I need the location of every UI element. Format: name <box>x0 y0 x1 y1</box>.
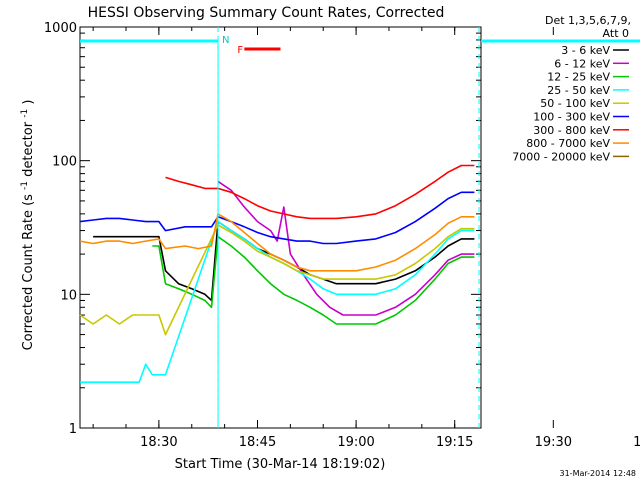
chart-title: HESSI Observing Summary Count Rates, Cor… <box>88 5 445 21</box>
legend-label-4: 50 - 100 keV <box>540 97 610 110</box>
series-layer <box>79 164 475 384</box>
series-line-2 <box>152 235 475 325</box>
y-tick-label: 10 <box>60 288 77 303</box>
legend-label-2: 12 - 25 keV <box>547 71 610 84</box>
y-tick-label: 1 <box>69 422 77 437</box>
footer-timestamp: 31-Mar-2014 12:48 <box>560 469 637 478</box>
y-tick-label: 1000 <box>44 21 77 36</box>
series-line-4 <box>79 224 475 336</box>
x-axis-label: Start Time (30-Mar-14 18:19:02) <box>175 457 386 472</box>
flare-flag-label: F <box>237 45 243 56</box>
plot-frame <box>79 26 482 429</box>
legend-label-0: 3 - 6 keV <box>561 44 610 57</box>
legend-label-7: 800 - 7000 keV <box>526 137 610 150</box>
y-axis-label-end: ) <box>21 100 36 105</box>
x-tick-label: 18:30 <box>140 435 177 450</box>
x-axis: 18:30 18:45 19:00 19:15 19:30 19:45 <box>92 27 640 450</box>
y-tick-label: 100 <box>52 155 77 170</box>
legend-header-attenuator: Att 0 <box>603 27 629 40</box>
y-axis: 1 10 100 1000 <box>44 21 481 437</box>
x-tick-label: 19:30 <box>535 435 572 450</box>
legend-header-detectors: Det 1,3,5,6,7,9, <box>545 14 631 27</box>
markers-layer: FN <box>80 27 640 428</box>
series-line-5 <box>79 191 475 245</box>
x-tick-label: 19:15 <box>436 435 473 450</box>
x-tick-label: 18:45 <box>239 435 276 450</box>
series-line-1 <box>217 180 475 316</box>
legend-label-5: 100 - 300 keV <box>533 111 610 124</box>
y-axis-label-main: Corrected Count Rate (s <box>21 194 36 351</box>
legend-label-8: 7000 - 20000 keV <box>512 150 610 163</box>
legend-label-3: 25 - 50 keV <box>547 84 610 97</box>
y-axis-label-exponent-1: -1 <box>20 181 30 190</box>
series-line-6 <box>165 164 475 220</box>
legend-label-6: 300 - 800 keV <box>533 124 610 137</box>
y-axis-label-exponent-2: -1 <box>20 109 30 118</box>
x-tick-label: 19:45 <box>633 435 640 450</box>
legend-label-1: 6 - 12 keV <box>554 57 610 70</box>
series-line-7 <box>79 213 475 272</box>
y-axis-label-middle: detector <box>21 121 36 177</box>
night-flag-label: N <box>222 35 229 46</box>
x-tick-label: 19:00 <box>337 435 374 450</box>
y-axis-label: Corrected Count Rate (s -1 detector -1 ) <box>16 100 36 351</box>
series-line-3 <box>80 220 475 384</box>
